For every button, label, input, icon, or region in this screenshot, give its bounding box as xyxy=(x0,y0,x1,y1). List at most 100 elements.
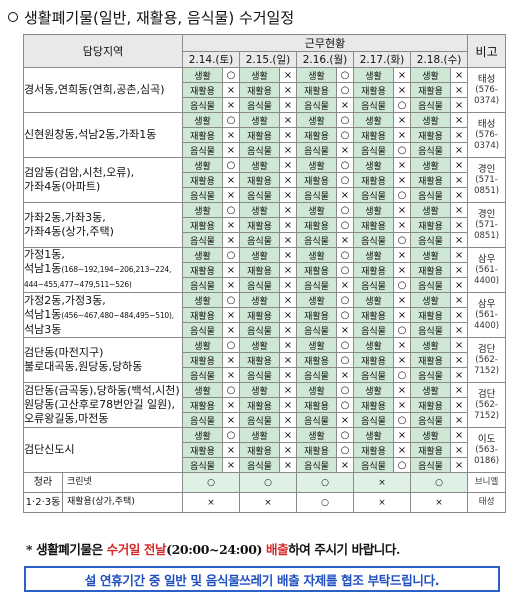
waste-type-cell: 재활용 xyxy=(296,397,337,413)
collection-mark: ○ xyxy=(222,157,240,173)
waste-type-cell: 음식물 xyxy=(239,232,280,248)
waste-type-cell: 음식물 xyxy=(182,322,223,338)
table-row: 재활용 × 재활용 × 재활용 ○ 재활용 × 재활용 × xyxy=(24,82,506,98)
notice-discharge-time: * 생활폐기물은 수거일 전날(20:00~24:00) 배출하여 주시기 바랍… xyxy=(26,539,506,558)
waste-type-cell: 음식물 xyxy=(353,367,394,383)
collection-mark: ○ xyxy=(336,82,354,98)
collection-mark: ○ xyxy=(336,292,354,308)
collection-mark: × xyxy=(393,397,411,413)
collection-mark: ○ xyxy=(393,187,411,203)
waste-type-cell: 음식물 xyxy=(296,142,337,158)
waste-type-cell: 재활용 xyxy=(410,262,451,278)
area-cell: 신현원창동,석남2동,가좌1동 xyxy=(23,112,183,158)
waste-type-cell: 생활 xyxy=(182,292,223,308)
collection-mark: × xyxy=(222,97,240,113)
contractor-phone: (576-0374) xyxy=(474,84,500,106)
collection-mark: × xyxy=(393,247,411,263)
waste-type-cell: 음식물 xyxy=(353,232,394,248)
collection-mark: × xyxy=(449,67,469,83)
waste-type-cell: 음식물 xyxy=(353,142,394,158)
waste-type-cell: 재활용 xyxy=(353,442,394,458)
waste-type-cell: 음식물 xyxy=(353,97,394,113)
waste-type-cell: 생활 xyxy=(182,112,223,128)
waste-type-cell: 생활 xyxy=(239,382,280,398)
waste-type-cell: 음식물 xyxy=(239,412,280,428)
table-row: 검단동(금곡동),당하동(백석,시천) 원당동(고산후로78번안길 일원), 오류왕… xyxy=(23,382,507,428)
collection-mark: ○ xyxy=(336,217,354,233)
waste-type-cell: 음식물 xyxy=(182,457,223,473)
collection-mark: × xyxy=(449,337,469,353)
collection-mark: × xyxy=(449,262,469,278)
waste-type-cell: 음식물 xyxy=(410,142,451,158)
notice-text: 하여 주시기 바랍니다. xyxy=(288,542,400,557)
waste-type-cell: 생활 xyxy=(182,202,223,218)
collection-mark: × xyxy=(449,277,469,293)
area-cell: 가정1동, 석남1동(168~192,194~206,213~224, 444~45… xyxy=(23,247,183,293)
waste-type-cell: 생활 xyxy=(410,202,451,218)
area-text: 원당동(고산후로78번안길 일원), xyxy=(24,398,176,411)
area-cell: 검단신도시 xyxy=(23,427,183,473)
collection-mark: × xyxy=(279,307,297,323)
waste-type-cell: 음식물 xyxy=(239,277,280,293)
header-note: 비고 xyxy=(467,34,507,68)
area-text: 검단동(금곡동),당하동(백석,시천) xyxy=(24,384,180,397)
collection-mark: × xyxy=(393,292,411,308)
table-row: 음식물 × 음식물 × 음식물 × 음식물 ○ 음식물 × xyxy=(24,232,506,248)
contractor-name: 검단 xyxy=(477,388,496,400)
waste-type-cell: 재활용 xyxy=(410,307,451,323)
cheongna-mark: ○ xyxy=(296,472,354,493)
header-date: 2.15.(일) xyxy=(239,51,297,68)
collection-mark: ○ xyxy=(222,292,240,308)
collection-mark: × xyxy=(449,292,469,308)
waste-type-cell: 재활용 xyxy=(353,82,394,98)
collection-mark: ○ xyxy=(336,337,354,353)
collection-mark: × xyxy=(222,217,240,233)
contractor-note: 삼우 (561-4400) xyxy=(467,292,507,338)
waste-type-cell: 생활 xyxy=(296,337,337,353)
collection-mark: × xyxy=(222,187,240,203)
waste-type-cell: 음식물 xyxy=(410,412,451,428)
cheongna-label: 1·2·3동 xyxy=(25,493,63,512)
waste-type-cell: 재활용 xyxy=(353,127,394,143)
collection-mark: ○ xyxy=(393,412,411,428)
collection-mark: × xyxy=(393,352,411,368)
collection-mark: ○ xyxy=(222,247,240,263)
waste-type-cell: 음식물 xyxy=(296,232,337,248)
table-row: 가좌2동,가좌3동, 가좌4동(상가,주택) 생활 ○ 생활 × 생활 ○ 생활 × 생활 × 경인 (5… xyxy=(23,202,507,248)
waste-type-cell: 음식물 xyxy=(410,97,451,113)
collection-mark: × xyxy=(393,262,411,278)
waste-type-cell: 재활용 xyxy=(239,352,280,368)
header-date: 2.18.(수) xyxy=(409,51,469,68)
collection-mark: × xyxy=(393,157,411,173)
area-text: 오류왕길동,마전동 xyxy=(24,412,109,425)
area-line: 검단신도시 xyxy=(25,443,182,457)
collection-mark: × xyxy=(393,172,411,188)
area-line: 불로대곡동,원당동,당하동 xyxy=(25,360,182,374)
waste-type-cell: 음식물 xyxy=(410,457,451,473)
waste-type-cell: 생활 xyxy=(353,202,394,218)
waste-type-cell: 생활 xyxy=(239,202,280,218)
table-row: 신현원창동,석남2동,가좌1동 생활 ○ 생활 × 생활 ○ 생활 × 생활 × 태성 (576-037… xyxy=(23,112,507,158)
table-row: 가정2동,가정3동, 석남1동(456~467,480~484,495~510),… xyxy=(23,292,507,338)
waste-type-cell: 생활 xyxy=(182,157,223,173)
waste-type-cell: 생활 xyxy=(239,67,280,83)
collection-mark: × xyxy=(449,427,469,443)
collection-mark: × xyxy=(279,142,297,158)
waste-type-cell: 재활용 xyxy=(239,82,280,98)
table-row: 재활용 × 재활용 × 재활용 ○ 재활용 × 재활용 × xyxy=(24,352,506,368)
table-row: 재활용 × 재활용 × 재활용 ○ 재활용 × 재활용 × xyxy=(24,397,506,413)
collection-mark: × xyxy=(336,97,354,113)
waste-type-cell: 생활 xyxy=(353,247,394,263)
waste-type-cell: 재활용 xyxy=(239,307,280,323)
collection-mark: ○ xyxy=(222,337,240,353)
contractor-note: 삼우 (561-4400) xyxy=(467,247,507,293)
contractor-name: 경인 xyxy=(477,208,496,220)
collection-mark: × xyxy=(222,397,240,413)
area-line: 444~455,477~479,511~526) xyxy=(25,277,182,292)
waste-type-cell: 재활용 xyxy=(296,307,337,323)
area-cell: 검단동(금곡동),당하동(백석,시천) 원당동(고산후로78번안길 일원), 오류왕… xyxy=(23,382,183,428)
waste-type-cell: 생활 xyxy=(410,337,451,353)
collection-mark: ○ xyxy=(336,382,354,398)
collection-mark: × xyxy=(222,367,240,383)
collection-mark: × xyxy=(279,352,297,368)
